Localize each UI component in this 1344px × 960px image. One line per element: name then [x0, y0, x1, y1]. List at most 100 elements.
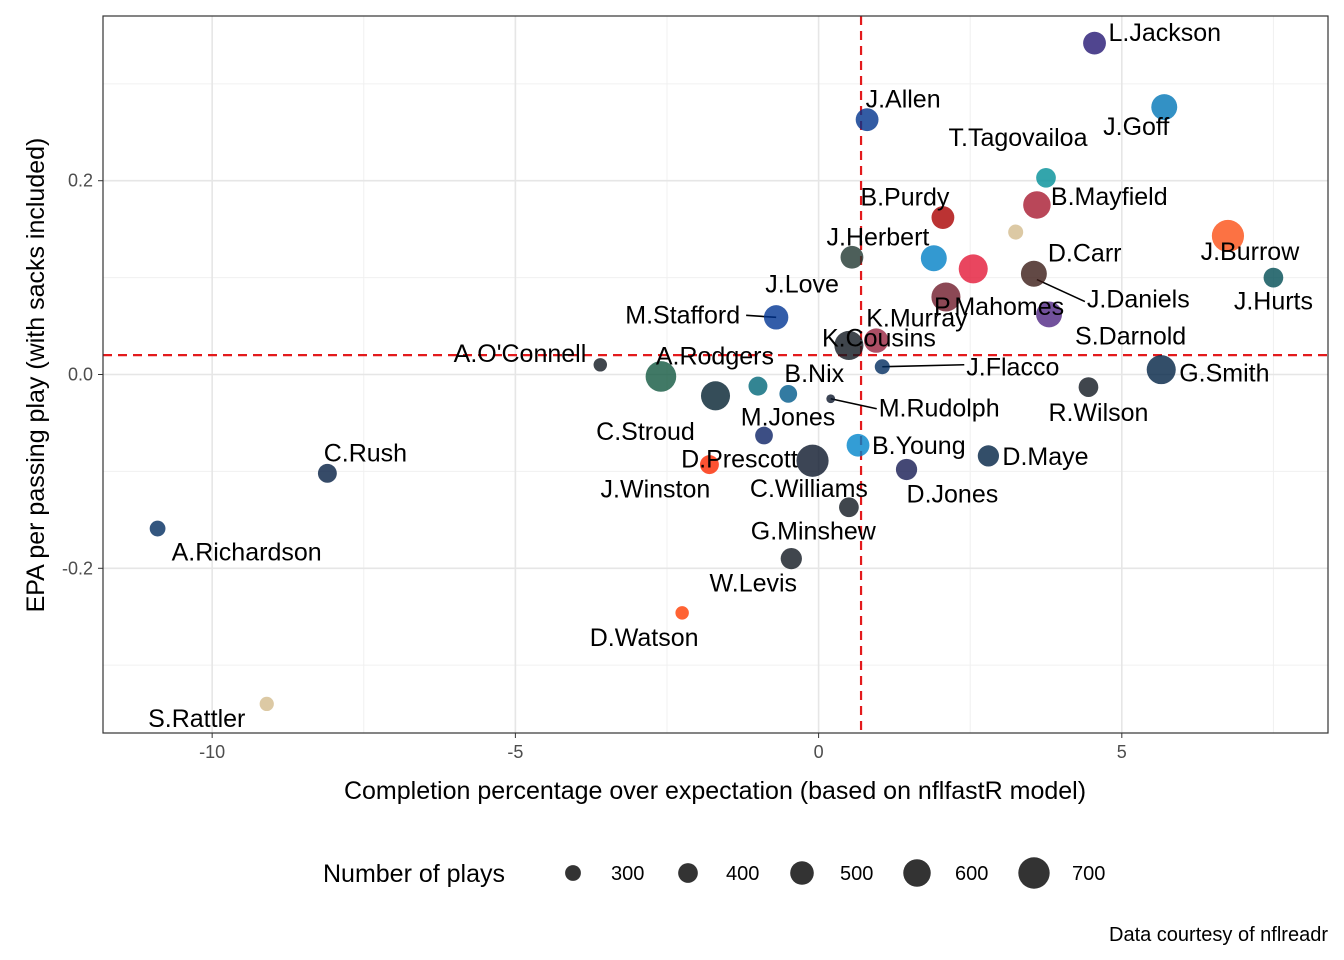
leader-j-flacco — [882, 363, 965, 368]
legend-key-500 — [790, 861, 814, 885]
point-b-nix — [779, 385, 798, 403]
point-m-jones — [755, 426, 773, 445]
point-j-hurts — [1263, 267, 1284, 288]
point-m-stafford — [763, 305, 789, 330]
label-j-herbert: J.Herbert — [827, 223, 930, 251]
caption: Data courtesy of nflreadr — [1109, 924, 1328, 946]
point-j-herbert — [840, 245, 864, 269]
point-m-rudolph — [826, 394, 836, 404]
point-unlabeled-10 — [958, 254, 988, 284]
point-g-minshew — [780, 547, 802, 570]
point-j-burrow — [1211, 219, 1245, 253]
label-j-winston: J.Winston — [601, 476, 711, 504]
label-j-allen: J.Allen — [866, 86, 941, 114]
label-r-wilson: R.Wilson — [1048, 399, 1148, 427]
label-k-cousins: K.Cousins — [822, 324, 936, 352]
point-unlabeled-6 — [1008, 224, 1024, 240]
x-tick-label: 0 — [814, 742, 824, 762]
point-labels: L.Jackson J.Goff J.Allen T.Tagovailoa B.Mayf… — [148, 19, 1313, 733]
label-a-rodgers: A.Rodgers — [656, 342, 774, 370]
point-g-smith — [1146, 355, 1176, 385]
label-j-burrow: J.Burrow — [1201, 238, 1301, 266]
point-d-watson — [675, 606, 689, 620]
label-a-richardson: A.Richardson — [172, 539, 322, 567]
leader-j-daniels — [1036, 278, 1086, 303]
label-j-love: J.Love — [765, 270, 839, 298]
label-m-stafford: M.Stafford — [625, 301, 740, 329]
label-l-jackson: L.Jackson — [1109, 19, 1222, 47]
leader-m-rudolph — [830, 397, 877, 410]
data-points — [149, 31, 1284, 712]
legend-title: Number of plays — [323, 860, 505, 888]
label-p-mahomes: P.Mahomes — [934, 293, 1064, 321]
label-b-purdy: B.Purdy — [860, 184, 949, 212]
x-tick-label: -10 — [199, 742, 225, 762]
point-k-murray — [864, 328, 889, 353]
point-d-jones — [895, 458, 918, 481]
point-c-rush — [317, 463, 337, 483]
point-d-maye — [977, 445, 1000, 467]
label-c-rush: C.Rush — [324, 439, 407, 467]
label-j-hurts: J.Hurts — [1234, 288, 1313, 316]
label-d-jones: D.Jones — [907, 480, 999, 508]
legend-key-700 — [1018, 857, 1050, 889]
point-unlabeled-25 — [748, 376, 768, 396]
label-c-stroud: C.Stroud — [596, 418, 695, 446]
legend-key-300 — [565, 865, 581, 881]
label-t-tagovailoa: T.Tagovailoa — [949, 124, 1088, 152]
point-k-cousins — [834, 330, 864, 360]
y-axis-ticks: -0.2 0.0 0.2 — [62, 171, 103, 578]
label-g-minshew: G.Minshew — [751, 518, 877, 546]
x-tick-label: 5 — [1117, 742, 1127, 762]
legend-label-400: 400 — [726, 863, 759, 885]
size-legend: Number of plays 300 400 500 600 700 — [323, 857, 1105, 889]
y-axis-title: EPA per passing play (with sacks include… — [22, 138, 50, 613]
point-d-carr — [1020, 260, 1047, 287]
point-b-mayfield — [1023, 191, 1051, 219]
point-j-allen — [855, 108, 879, 132]
x-axis-title: Completion percentage over expectation (… — [344, 777, 1086, 805]
point-a-rodgers — [645, 361, 677, 392]
label-a-o-connell: A.O'Connell — [454, 340, 587, 368]
legend-key-600 — [903, 859, 931, 887]
point-b-purdy — [931, 206, 955, 229]
label-c-williams: C.Williams — [750, 475, 868, 503]
label-d-watson: D.Watson — [590, 624, 699, 652]
label-b-young: B.Young — [872, 432, 966, 460]
label-s-darnold: S.Darnold — [1075, 322, 1186, 350]
label-j-daniels: J.Daniels — [1087, 286, 1190, 314]
point-s-darnold — [1036, 301, 1063, 328]
point-p-mahomes — [931, 282, 961, 312]
point-unlabeled-9 — [920, 245, 947, 272]
label-d-prescott: D.Prescott — [681, 446, 798, 474]
point-b-young — [846, 433, 870, 457]
label-d-maye: D.Maye — [1002, 443, 1088, 471]
label-d-carr: D.Carr — [1048, 240, 1122, 268]
legend-label-300: 300 — [611, 863, 644, 885]
point-t-tagovailoa — [1036, 167, 1056, 188]
point-d-prescott — [699, 455, 719, 475]
x-axis-ticks: -10 -5 0 5 — [199, 733, 1127, 762]
point-s-rattler — [259, 696, 274, 712]
point-l-jackson — [1083, 31, 1106, 55]
y-tick-label: 0.0 — [68, 365, 93, 385]
point-a-o-connell — [593, 358, 608, 372]
x-tick-label: -5 — [507, 742, 523, 762]
point-c-stroud — [700, 381, 731, 411]
legend-label-700: 700 — [1072, 863, 1105, 885]
label-k-murray: K.Murray — [866, 305, 968, 333]
label-s-rattler: S.Rattler — [148, 705, 245, 733]
legend-label-600: 600 — [955, 863, 988, 885]
label-b-nix: B.Nix — [784, 360, 844, 388]
label-b-mayfield: B.Mayfield — [1051, 183, 1168, 211]
label-m-jones: M.Jones — [741, 404, 835, 432]
point-j-goff — [1151, 94, 1178, 121]
major-gridlines — [103, 16, 1328, 733]
label-w-levis: W.Levis — [710, 570, 798, 598]
point-c-williams — [839, 497, 859, 518]
label-g-smith: G.Smith — [1179, 360, 1269, 388]
legend-label-500: 500 — [840, 863, 873, 885]
y-tick-label: -0.2 — [62, 558, 93, 578]
reference-lines — [103, 16, 1328, 733]
